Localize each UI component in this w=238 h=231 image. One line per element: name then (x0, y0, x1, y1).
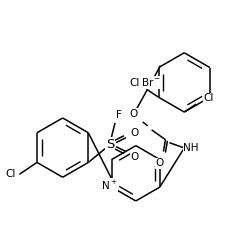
Text: NH: NH (183, 143, 199, 153)
Text: O: O (155, 158, 164, 168)
Text: Cl: Cl (5, 169, 16, 179)
Text: O: O (130, 109, 138, 119)
Text: Cl: Cl (130, 78, 140, 88)
Text: O: O (131, 152, 139, 161)
Text: S: S (106, 138, 114, 151)
Text: N$^+$: N$^+$ (101, 179, 117, 192)
Text: Br$^-$: Br$^-$ (141, 76, 161, 88)
Text: O: O (131, 128, 139, 138)
Text: F: F (116, 110, 122, 120)
Text: Cl: Cl (204, 93, 214, 103)
